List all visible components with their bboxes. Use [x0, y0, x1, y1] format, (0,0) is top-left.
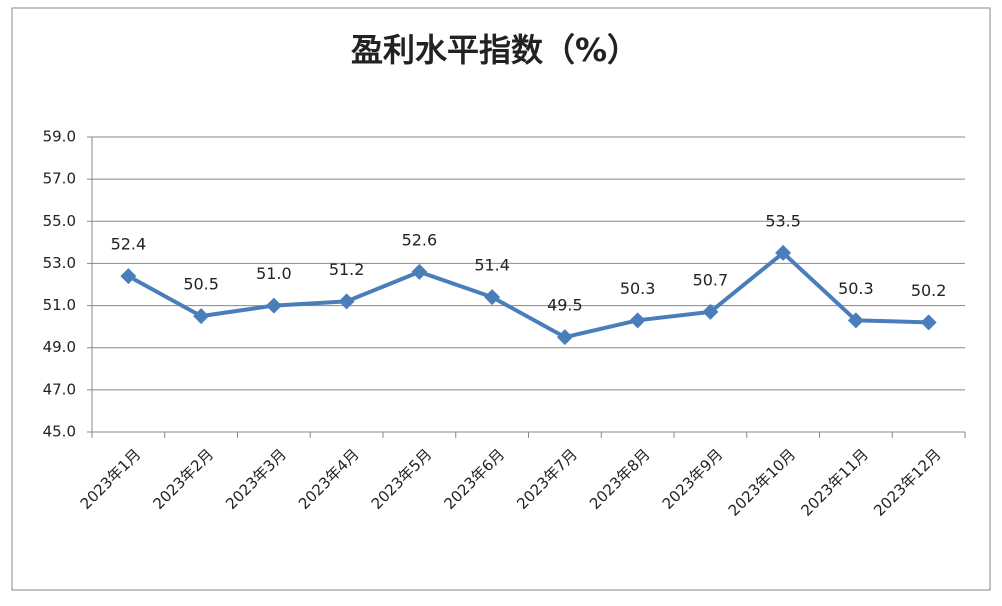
- chart-frame: [11, 7, 991, 591]
- data-label: 50.7: [693, 270, 729, 289]
- data-label: 53.5: [765, 211, 801, 230]
- data-point: [484, 289, 501, 306]
- data-point: [411, 263, 428, 280]
- data-label: 49.5: [547, 296, 583, 315]
- data-label: 51.0: [256, 264, 292, 283]
- data-label: 50.3: [620, 279, 656, 298]
- data-point: [120, 268, 137, 285]
- data-point: [338, 293, 355, 310]
- data-label: 50.5: [183, 275, 219, 294]
- y-tick-label: 53.0: [43, 254, 76, 272]
- y-tick-label: 49.0: [43, 338, 76, 356]
- data-point: [920, 314, 937, 331]
- data-point: [629, 312, 646, 329]
- data-point: [847, 312, 864, 329]
- data-point: [775, 244, 792, 261]
- chart-title: 盈利水平指数（%）: [351, 31, 639, 69]
- data-label: 52.6: [402, 230, 438, 249]
- data-point: [265, 297, 282, 314]
- data-point: [193, 308, 210, 325]
- y-tick-label: 51.0: [43, 296, 76, 314]
- y-tick-label: 57.0: [43, 170, 76, 188]
- y-tick-label: 45.0: [43, 423, 76, 441]
- data-point: [702, 303, 719, 320]
- data-label: 50.3: [838, 279, 874, 298]
- data-label: 50.2: [911, 281, 947, 300]
- data-label: 51.2: [329, 260, 365, 279]
- data-point: [556, 329, 573, 346]
- data-label: 51.4: [474, 256, 510, 275]
- y-tick-label: 59.0: [43, 128, 76, 146]
- data-label: 52.4: [111, 235, 147, 254]
- y-tick-label: 55.0: [43, 212, 76, 230]
- y-tick-label: 47.0: [43, 380, 76, 398]
- data-line: [127, 250, 929, 340]
